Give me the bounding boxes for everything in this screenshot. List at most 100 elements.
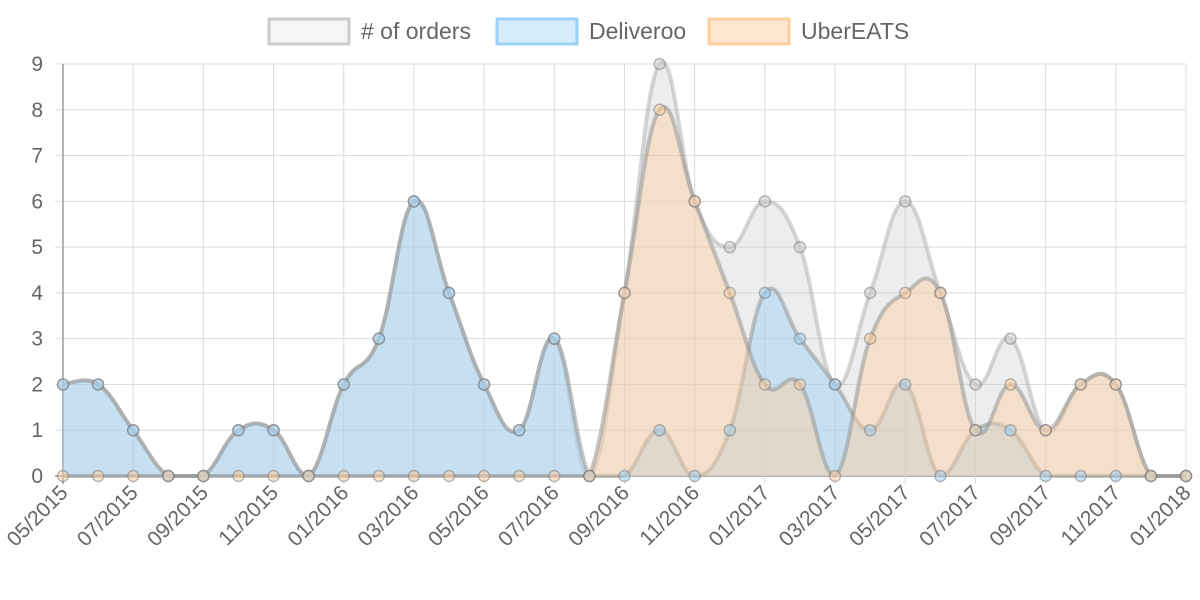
- data-point-ubereats[interactable]: [126, 469, 140, 483]
- data-point-deliveroo[interactable]: [442, 286, 456, 300]
- x-tick-label: 09/2016: [564, 481, 634, 551]
- legend-label-ubereats: UberEATS: [801, 18, 909, 44]
- series-area-deliveroo: [63, 200, 1186, 476]
- data-point-ubereats[interactable]: [723, 286, 737, 300]
- data-point-deliveroo[interactable]: [688, 469, 701, 483]
- x-tick-label: 07/2016: [494, 481, 564, 551]
- data-point-deliveroo[interactable]: [512, 423, 526, 437]
- data-point-ubereats[interactable]: [407, 469, 421, 483]
- y-tick-label: 2: [31, 373, 43, 396]
- x-tick-label: 07/2017: [915, 481, 985, 551]
- data-point-ubereats[interactable]: [688, 195, 701, 208]
- data-point-ubereats[interactable]: [512, 469, 526, 483]
- data-point-deliveroo[interactable]: [1109, 469, 1123, 483]
- x-tick-label: 05/2017: [845, 481, 915, 551]
- data-point-orders[interactable]: [793, 240, 807, 254]
- data-point-ubereats[interactable]: [793, 378, 807, 391]
- data-point-ubereats[interactable]: [1074, 378, 1087, 391]
- x-tick-label: 07/2015: [73, 481, 143, 551]
- data-point-deliveroo[interactable]: [126, 423, 140, 437]
- x-tick-label: 01/2018: [1126, 481, 1196, 551]
- data-point-deliveroo[interactable]: [863, 423, 877, 437]
- data-point-deliveroo[interactable]: [653, 423, 666, 437]
- x-tick-label: 05/2016: [424, 481, 494, 551]
- data-point-ubereats[interactable]: [232, 469, 245, 483]
- data-point-deliveroo[interactable]: [899, 378, 912, 391]
- data-point-orders[interactable]: [863, 286, 877, 300]
- data-point-deliveroo[interactable]: [56, 378, 70, 391]
- data-point-ubereats[interactable]: [442, 469, 456, 483]
- y-tick-label: 4: [31, 282, 43, 305]
- data-point-orders[interactable]: [723, 240, 737, 254]
- legend-item-orders[interactable]: # of orders: [267, 17, 471, 46]
- data-point-deliveroo[interactable]: [407, 195, 421, 208]
- data-point-ubereats[interactable]: [899, 286, 912, 300]
- data-point-deliveroo[interactable]: [477, 378, 491, 391]
- data-point-deliveroo[interactable]: [1004, 423, 1017, 437]
- data-point-deliveroo[interactable]: [548, 332, 561, 345]
- y-tick-label: 6: [31, 190, 43, 213]
- data-point-ubereats[interactable]: [758, 378, 772, 391]
- data-point-deliveroo[interactable]: [267, 423, 280, 437]
- data-point-deliveroo[interactable]: [934, 469, 947, 483]
- legend-item-ubereats[interactable]: UberEATS: [707, 17, 909, 46]
- data-point-ubereats[interactable]: [1004, 378, 1017, 391]
- y-tick-label: 9: [31, 53, 43, 76]
- data-point-ubereats[interactable]: [372, 469, 386, 483]
- x-tick-label: 03/2017: [775, 481, 845, 551]
- legend-item-deliveroo[interactable]: Deliveroo: [495, 17, 686, 46]
- legend-swatch-orders: [267, 17, 351, 46]
- data-point-ubereats[interactable]: [653, 103, 666, 117]
- data-point-ubereats[interactable]: [477, 469, 491, 483]
- x-tick-label: 11/2017: [1057, 481, 1126, 550]
- data-point-orders[interactable]: [1004, 332, 1017, 345]
- data-point-deliveroo[interactable]: [91, 378, 105, 391]
- x-tick-label: 11/2015: [214, 481, 283, 550]
- legend-swatch-ubereats: [707, 17, 791, 46]
- data-point-ubereats[interactable]: [302, 469, 315, 483]
- y-tick-label: 7: [31, 145, 43, 168]
- data-point-ubereats[interactable]: [969, 423, 982, 437]
- data-point-deliveroo[interactable]: [758, 286, 772, 300]
- data-point-ubereats[interactable]: [162, 469, 175, 483]
- data-point-deliveroo[interactable]: [1074, 469, 1087, 483]
- data-point-ubereats[interactable]: [828, 469, 842, 483]
- data-point-ubereats[interactable]: [934, 286, 947, 300]
- chart-grid: [55, 63, 1187, 484]
- x-tick-label: 11/2016: [635, 481, 704, 550]
- x-tick-label: 09/2015: [143, 481, 213, 551]
- data-point-deliveroo[interactable]: [1039, 469, 1052, 483]
- data-point-orders[interactable]: [758, 195, 772, 208]
- points-layer: [56, 57, 1193, 483]
- legend-label-deliveroo: Deliveroo: [589, 18, 686, 44]
- data-point-deliveroo[interactable]: [828, 378, 842, 391]
- data-point-ubereats[interactable]: [618, 286, 631, 300]
- data-point-deliveroo[interactable]: [723, 423, 737, 437]
- data-point-deliveroo[interactable]: [232, 423, 245, 437]
- data-point-orders[interactable]: [653, 57, 666, 71]
- data-point-ubereats[interactable]: [337, 469, 350, 483]
- data-point-ubereats[interactable]: [197, 469, 210, 483]
- data-point-ubereats[interactable]: [863, 332, 877, 345]
- data-point-orders[interactable]: [969, 378, 982, 391]
- data-point-ubereats[interactable]: [1109, 378, 1123, 391]
- x-tick-label: 01/2016: [283, 481, 353, 551]
- data-point-deliveroo[interactable]: [372, 332, 386, 345]
- data-point-deliveroo[interactable]: [337, 378, 350, 391]
- data-point-ubereats[interactable]: [56, 469, 70, 483]
- x-tick-label: 03/2016: [354, 481, 424, 551]
- series-area-orders: [63, 62, 1186, 477]
- data-point-ubereats[interactable]: [1039, 423, 1052, 437]
- legend-swatch-deliveroo: [495, 17, 579, 46]
- data-point-ubereats[interactable]: [1179, 469, 1193, 483]
- data-point-deliveroo[interactable]: [793, 332, 807, 345]
- data-point-ubereats[interactable]: [583, 469, 596, 483]
- data-point-deliveroo[interactable]: [618, 469, 631, 483]
- data-point-ubereats[interactable]: [548, 469, 561, 483]
- y-tick-label: 5: [31, 236, 43, 259]
- data-point-orders[interactable]: [899, 195, 912, 208]
- data-point-ubereats[interactable]: [91, 469, 105, 483]
- y-tick-label: 3: [31, 328, 43, 351]
- data-point-ubereats[interactable]: [267, 469, 280, 483]
- data-point-ubereats[interactable]: [1144, 469, 1158, 483]
